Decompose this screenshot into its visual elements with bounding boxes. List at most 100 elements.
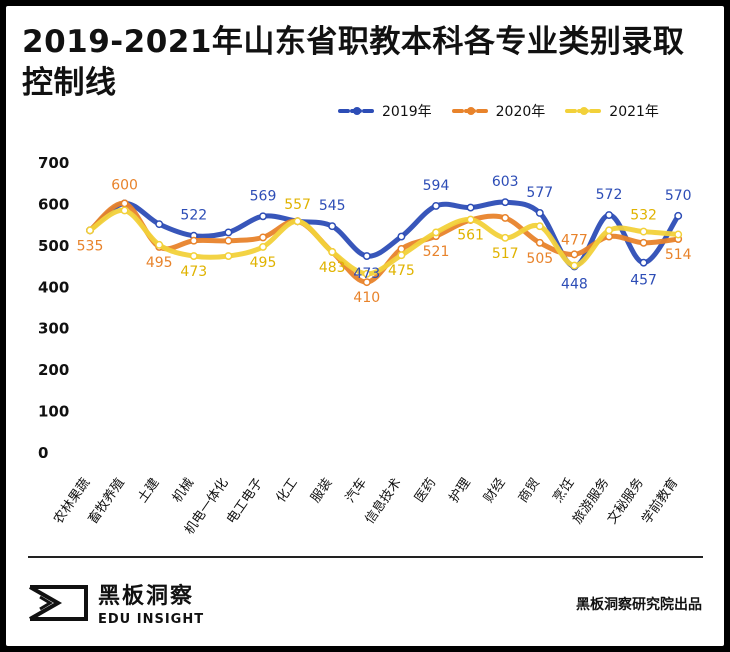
data-point-1 [535, 238, 544, 247]
data-point-2 [397, 251, 406, 260]
data-point-2 [432, 228, 440, 237]
data-point-0 [501, 198, 510, 207]
brand-logo: 黑板洞察 EDU INSIGHT [28, 578, 204, 627]
data-point-2 [120, 206, 129, 215]
data-point-0 [328, 222, 337, 231]
data-label-0: 572 [596, 187, 623, 203]
data-label-2: 561 [457, 228, 484, 244]
data-point-2 [535, 222, 544, 231]
data-label-1: 410 [353, 290, 380, 306]
legend-label-2019: 2019年 [382, 104, 432, 120]
data-label-0: 594 [423, 178, 450, 194]
data-label-0: 448 [561, 276, 588, 292]
data-point-2 [224, 252, 233, 260]
chart-title: 2019-2021年山东省职教本科各专业类别录取控制线 [22, 24, 685, 101]
x-tick-label: 医药 [412, 476, 439, 506]
y-tick-label: 300 [38, 320, 69, 338]
x-tick-label: 信息技术 [362, 475, 405, 527]
y-tick-label: 700 [38, 154, 69, 172]
data-point-2 [639, 227, 648, 236]
data-point-0 [397, 232, 406, 241]
data-point-2 [328, 247, 337, 256]
data-point-2 [86, 226, 94, 235]
x-tick-label: 化工 [274, 476, 301, 506]
brand-name-en: EDU INSIGHT [98, 612, 205, 627]
data-point-2 [605, 226, 613, 235]
data-point-0 [639, 258, 648, 267]
data-label-1: 505 [526, 251, 553, 267]
data-point-1 [570, 250, 579, 259]
legend-swatch-2019 [338, 107, 376, 115]
data-point-0 [605, 211, 613, 219]
data-point-1 [639, 238, 648, 247]
data-label-2: 475 [388, 263, 415, 279]
data-point-0 [432, 201, 440, 210]
data-point-2 [466, 215, 475, 224]
data-point-1 [259, 233, 267, 242]
y-tick-label: 400 [38, 278, 69, 296]
data-label-2: 532 [630, 208, 657, 224]
x-tick-label: 商贸 [516, 476, 543, 506]
legend-label-2021: 2021年 [609, 104, 659, 120]
data-point-1 [501, 213, 510, 222]
x-tick-label: 财经 [481, 476, 508, 506]
chart-legend: 2019年 2020年 2021年 [338, 101, 659, 121]
y-tick-label: 200 [38, 361, 69, 379]
legend-item-2019: 2019年 [338, 101, 432, 121]
data-label-0: 457 [630, 273, 657, 289]
data-point-0 [535, 209, 544, 217]
data-label-0: 522 [180, 208, 207, 224]
y-tick-label: 100 [38, 403, 69, 421]
data-label-1: 514 [665, 247, 692, 263]
x-tick-label: 护理 [447, 476, 474, 506]
legend-swatch-2020 [451, 107, 490, 115]
legend-item-2021: 2021年 [565, 101, 659, 121]
legend-item-2020: 2020年 [451, 101, 546, 121]
x-tick-label: 畜牧养殖 [85, 475, 128, 527]
data-label-1: 600 [111, 177, 138, 193]
data-label-0: 577 [526, 185, 553, 201]
data-label-1: 477 [561, 232, 588, 248]
x-tick-label: 服装 [308, 476, 335, 506]
y-tick-label: 0 [38, 444, 48, 462]
data-label-0: 545 [319, 198, 346, 214]
data-label-1: 495 [146, 255, 173, 271]
x-tick-label: 电工电子 [224, 476, 266, 527]
data-point-0 [362, 252, 371, 260]
data-point-0 [259, 212, 267, 221]
data-label-0: 570 [665, 188, 692, 204]
footer-divider [28, 556, 703, 558]
data-label-2: 557 [284, 197, 311, 213]
data-point-1 [362, 278, 371, 287]
data-point-1 [189, 236, 198, 245]
y-tick-label: 600 [38, 195, 69, 213]
data-label-2: 517 [492, 246, 519, 262]
data-label-2: 483 [319, 260, 346, 276]
data-point-2 [189, 252, 198, 260]
x-tick-label: 烹饪 [550, 476, 577, 506]
data-point-2 [259, 242, 267, 251]
data-label-0: 569 [250, 188, 277, 204]
data-label-2: 473 [180, 264, 207, 280]
data-point-2 [155, 240, 164, 249]
data-point-0 [155, 220, 164, 229]
credit-text: 黑板洞察研究院出品 [576, 597, 702, 613]
data-point-0 [674, 211, 683, 220]
x-tick-label: 学前教育 [639, 475, 682, 527]
data-point-2 [570, 261, 579, 270]
data-point-0 [224, 228, 233, 237]
x-tick-label: 机械 [170, 476, 197, 506]
data-point-2 [674, 230, 683, 239]
data-point-2 [362, 269, 371, 278]
data-point-2 [501, 233, 510, 242]
data-point-1 [120, 199, 129, 208]
data-label-1: 521 [423, 244, 450, 260]
data-label-2: 495 [250, 255, 277, 271]
brand-name-cn: 黑板洞察 [98, 584, 195, 609]
legend-label-2020: 2020年 [495, 104, 546, 120]
x-tick-label: 土建 [135, 476, 162, 506]
data-label-1: 535 [77, 238, 104, 254]
x-tick-label: 汽车 [342, 475, 370, 505]
brand-mark-icon [29, 584, 88, 621]
